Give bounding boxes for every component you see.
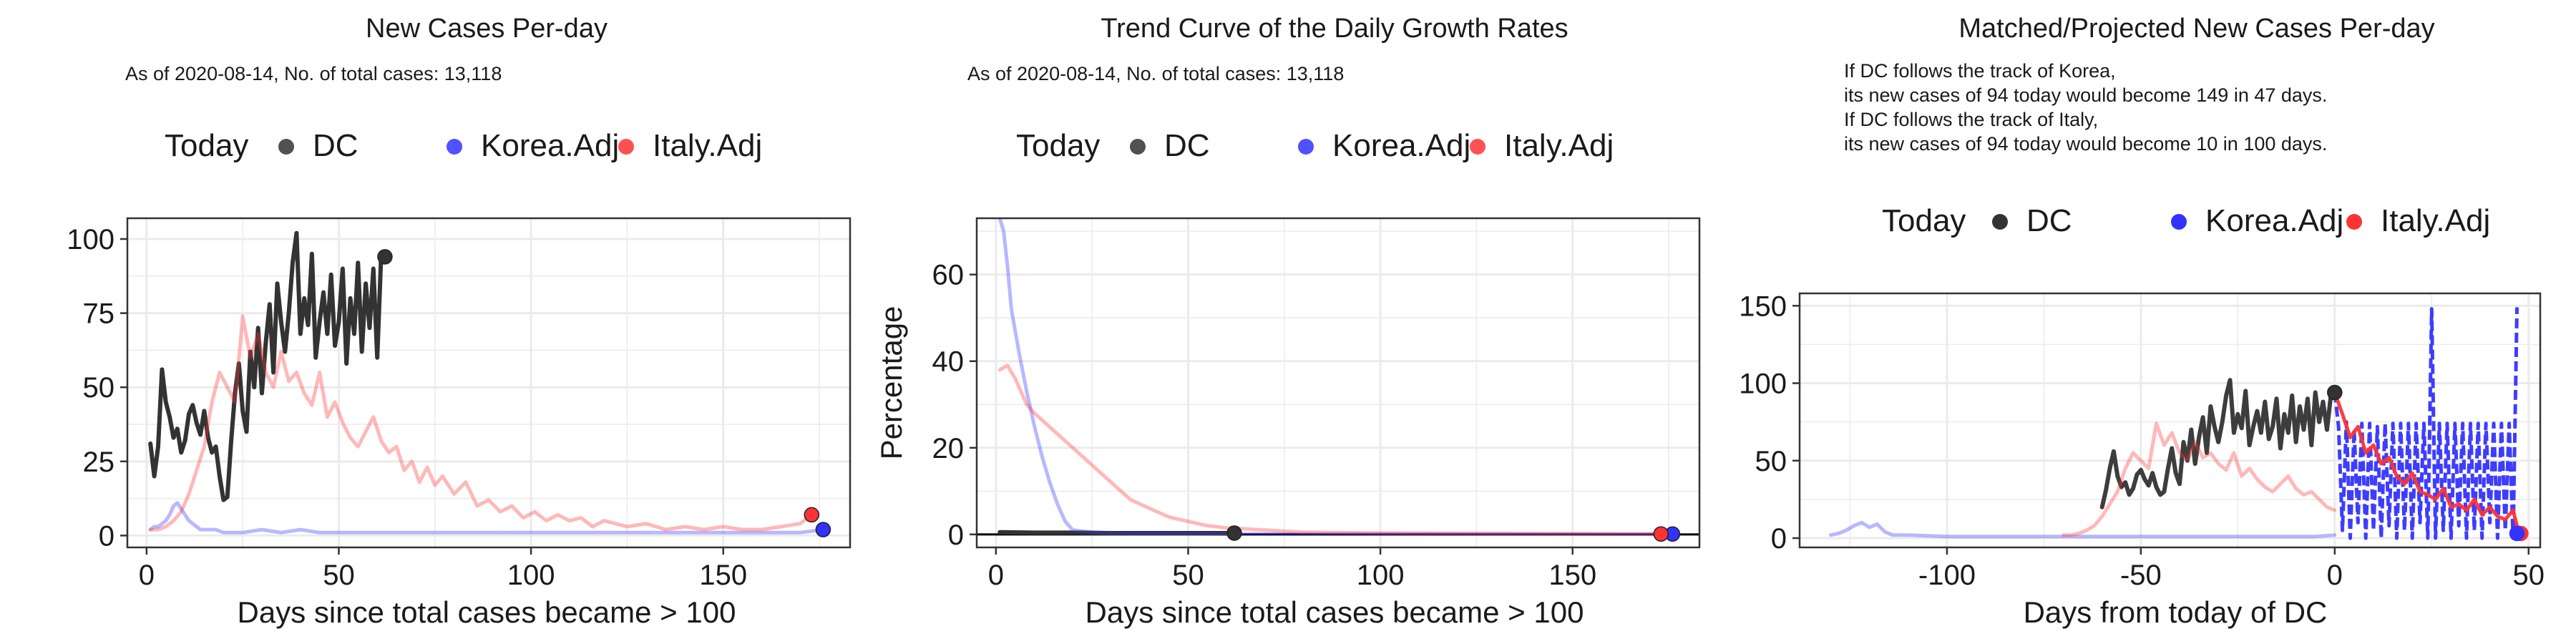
legend-label: DC — [313, 128, 358, 163]
x-axis-label: Days since total cases became > 100 — [238, 595, 736, 629]
annotation-line: If DC follows the track of Italy, — [1844, 109, 2098, 130]
legend-label: Korea.Adj — [1332, 128, 1470, 163]
legend: Today DC Korea.Adj Italy.Adj — [1016, 128, 1614, 163]
panel-border — [1798, 292, 2542, 549]
today-point-korea-adj — [815, 522, 831, 537]
y-tick-label: 75 — [83, 298, 115, 330]
chart-subtitle: As of 2020-08-14, No. of total cases: 13… — [967, 63, 1344, 84]
y-tick-label: 0 — [948, 519, 964, 551]
series-line-italy-adj-projected — [2333, 391, 2523, 532]
legend-label: DC — [2026, 203, 2072, 238]
legend: Today DC Korea.Adj Italy.Adj — [1882, 203, 2490, 238]
series-group — [977, 218, 1699, 536]
series-line-dc — [2099, 378, 2337, 509]
y-tick-label: 25 — [83, 447, 115, 478]
chart-title: Matched/Projected New Cases Per-day — [1958, 14, 2434, 44]
legend-label: Korea.Adj — [481, 128, 619, 163]
grid — [1800, 293, 2540, 547]
x-tick-label: 50 — [323, 560, 355, 591]
series-group — [1828, 307, 2523, 540]
y-tick-label: 150 — [1739, 291, 1787, 322]
y-tick-label: 0 — [1771, 523, 1787, 555]
legend-label: Italy.Adj — [1504, 128, 1614, 163]
panel-border — [975, 217, 1701, 549]
x-tick-label: 50 — [1172, 560, 1204, 591]
x-tick-label: -100 — [1918, 560, 1976, 591]
series-line-dc — [997, 530, 1236, 535]
panel-2: Trend Curve of the Daily Growth Rates As … — [874, 14, 1701, 629]
y-tick-label: 0 — [99, 520, 114, 552]
legend-key-dc — [1130, 139, 1146, 155]
legend-key-italy-adj — [618, 139, 634, 155]
y-tick-label: 50 — [1755, 446, 1787, 477]
legend-key-italy-adj — [2346, 214, 2362, 230]
series-line-korea-adj — [1828, 520, 2337, 539]
legend-key-korea-adj — [447, 139, 462, 155]
series-line-korea-adj — [148, 501, 825, 535]
annotation-line: If DC follows the track of Korea, — [1844, 60, 2116, 82]
legend-title: Today — [165, 128, 248, 163]
chart-title: New Cases Per-day — [366, 14, 608, 44]
chart-subtitle: As of 2020-08-14, No. of total cases: 13… — [125, 63, 502, 84]
legend-label: Korea.Adj — [2205, 203, 2343, 238]
series-line-korea-adj-projected — [2333, 307, 2519, 540]
legend-label: Italy.Adj — [2381, 203, 2490, 238]
legend-key-dc — [278, 139, 294, 155]
x-tick-label: 100 — [507, 560, 555, 591]
y-axis-label: Percentage — [874, 306, 908, 460]
series-line-italy-adj — [148, 314, 814, 532]
panel-1: New Cases Per-day As of 2020-08-14, No. o… — [67, 14, 852, 629]
axes: 0 50 100 150 0 20 40 60 Days since total cases b… — [874, 260, 1596, 629]
y-tick-label: 100 — [67, 224, 114, 255]
x-tick-label: 50 — [2512, 560, 2545, 591]
legend-key-italy-adj — [1470, 139, 1485, 155]
x-tick-label: 0 — [2327, 560, 2343, 591]
today-point-italy-adj — [1653, 526, 1669, 542]
x-tick-label: 0 — [139, 560, 155, 591]
today-point-korea-adj — [2509, 525, 2525, 542]
y-tick-label: 100 — [1739, 369, 1787, 400]
legend-label: Italy.Adj — [653, 128, 762, 163]
axes: 0 50 100 150 0 25 50 75 100 Days since total case… — [67, 224, 747, 629]
axes: -100 -50 0 50 0 50 100 150 Days from today of DC — [1739, 291, 2545, 629]
x-tick-label: 100 — [1357, 560, 1405, 591]
x-axis-label: Days from today of DC — [2024, 595, 2328, 629]
series-line-korea-adj — [997, 218, 1674, 536]
annotation-line: its new cases of 94 today would become 1… — [1844, 84, 2327, 106]
chart-title: Trend Curve of the Daily Growth Rates — [1101, 14, 1568, 44]
legend-title: Today — [1882, 203, 1966, 238]
legend-key-korea-adj — [2171, 214, 2187, 230]
y-tick-label: 60 — [932, 260, 965, 291]
series-group — [148, 230, 825, 535]
annotation-line: its new cases of 94 today would become 1… — [1844, 133, 2327, 155]
series-line-italy-adj — [2062, 421, 2337, 537]
legend-title: Today — [1016, 128, 1100, 163]
legend-label: DC — [1164, 128, 1210, 163]
legend-key-korea-adj — [1298, 139, 1314, 155]
legend-key-dc — [1992, 214, 2008, 230]
today-point-italy-adj — [804, 507, 820, 523]
y-tick-label: 50 — [83, 372, 115, 404]
panel-border — [126, 217, 852, 549]
legend: Today DC Korea.Adj Italy.Adj — [165, 128, 762, 163]
grid — [977, 218, 1699, 547]
x-axis-label: Days since total cases became > 100 — [1085, 595, 1584, 629]
today-point-dc — [377, 249, 393, 265]
y-tick-label: 40 — [932, 346, 965, 378]
today-point-dc — [2327, 384, 2343, 401]
x-tick-label: -50 — [2120, 560, 2162, 591]
panel-3: Matched/Projected New Cases Per-day If DC… — [1739, 14, 2545, 629]
x-tick-label: 150 — [699, 560, 747, 591]
x-tick-label: 0 — [988, 560, 1004, 591]
x-tick-label: 150 — [1548, 560, 1596, 591]
series-line-dc — [148, 230, 387, 502]
y-tick-label: 20 — [932, 433, 965, 464]
today-point-dc — [1226, 525, 1242, 541]
series-line-italy-adj — [997, 364, 1663, 536]
